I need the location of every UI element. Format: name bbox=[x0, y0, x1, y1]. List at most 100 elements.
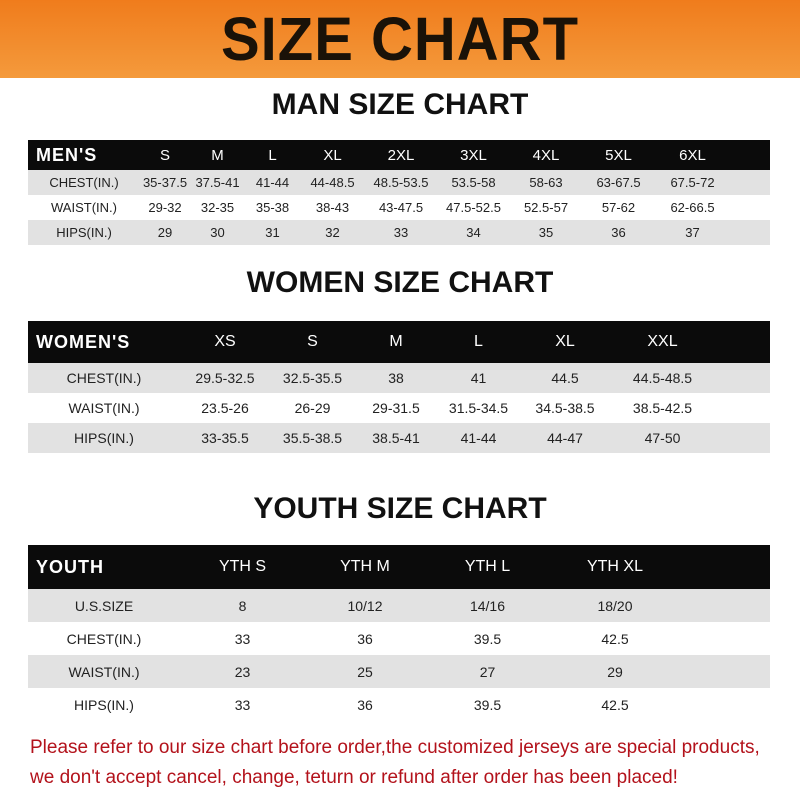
table-cell: 52.5-57 bbox=[523, 200, 569, 215]
table-cell: 33-35.5 bbox=[201, 430, 249, 446]
table-cell: 41 bbox=[470, 370, 487, 386]
header-label: MEN'S bbox=[36, 144, 98, 165]
size-header: YTH S bbox=[218, 558, 267, 575]
table-cell: 23 bbox=[234, 663, 251, 680]
table-cell: 47.5-52.5 bbox=[446, 200, 501, 215]
table-cell: 48.5-53.5 bbox=[373, 175, 429, 190]
size-header: S bbox=[307, 333, 318, 350]
table-cell: 41-44 bbox=[460, 430, 497, 446]
table-cell: 63-67.5 bbox=[596, 175, 641, 190]
size-header: 6XL bbox=[679, 146, 706, 164]
row-label: HIPS(IN.) bbox=[74, 430, 134, 446]
size-header: YTH L bbox=[464, 558, 511, 575]
men-title: MAN SIZE CHART bbox=[271, 88, 529, 121]
table-cell: 43-47.5 bbox=[378, 200, 424, 215]
table-cell: 41-44 bbox=[255, 175, 290, 190]
table-cell: 33 bbox=[393, 225, 409, 240]
table-cell: 35-38 bbox=[255, 200, 290, 215]
table-row: CHEST(IN.) 33 36 39.5 42.5 bbox=[28, 622, 770, 655]
size-header: M bbox=[211, 146, 224, 164]
table-cell: 35-37.5 bbox=[142, 175, 188, 190]
table-cell: 33 bbox=[234, 630, 251, 647]
notice-line-1: Please refer to our size chart before or… bbox=[30, 737, 760, 758]
table-cell: 38.5-41 bbox=[372, 430, 420, 446]
table-cell: 67.5-72 bbox=[670, 175, 715, 190]
size-header: L bbox=[474, 333, 483, 350]
table-cell: 29 bbox=[607, 663, 623, 680]
row-label: CHEST(IN.) bbox=[49, 175, 119, 190]
row-label: HIPS(IN.) bbox=[74, 696, 134, 713]
table-cell: 35 bbox=[538, 225, 554, 240]
table-cell: 44-47 bbox=[547, 430, 583, 446]
size-header: 5XL bbox=[605, 146, 632, 164]
table-row: U.S.SIZE 8 10/12 14/16 18/20 bbox=[28, 589, 770, 622]
table-cell: 42.5 bbox=[601, 630, 629, 647]
size-header: XXL bbox=[647, 333, 678, 350]
table-cell: 14/16 bbox=[469, 597, 506, 614]
row-label: WAIST(IN.) bbox=[51, 200, 117, 215]
row-label: WAIST(IN.) bbox=[68, 663, 140, 680]
table-cell: 44.5-48.5 bbox=[632, 370, 693, 386]
table-cell: 38.5-42.5 bbox=[632, 400, 693, 416]
table-cell: 34.5-38.5 bbox=[535, 400, 595, 416]
table-row: HIPS(IN.) 33 36 39.5 42.5 bbox=[28, 688, 770, 721]
table-header: MEN'S S M L XL 2XL 3XL 4XL 5XL 6XL bbox=[28, 140, 770, 170]
table-cell: 29.5-32.5 bbox=[195, 370, 255, 386]
table-cell: 37 bbox=[685, 225, 700, 240]
notice-line-2: we don't accept cancel, change, teturn o… bbox=[30, 767, 678, 788]
table-cell: 29 bbox=[157, 225, 173, 240]
table-cell: 10/12 bbox=[347, 597, 383, 614]
row-label: CHEST(IN.) bbox=[66, 370, 142, 386]
table-cell: 27 bbox=[479, 663, 496, 680]
table-cell: 38-43 bbox=[315, 200, 350, 215]
table-cell: 39.5 bbox=[473, 630, 502, 647]
table-cell: 38 bbox=[388, 370, 404, 386]
table-cell: 62-66.5 bbox=[670, 200, 715, 215]
table-cell: 57-62 bbox=[601, 200, 636, 215]
row-label: U.S.SIZE bbox=[74, 597, 134, 614]
banner: SIZE CHART bbox=[0, 0, 800, 78]
size-header: M bbox=[389, 333, 403, 350]
table-cell: 36 bbox=[611, 225, 626, 240]
table-cell: 32.5-35.5 bbox=[282, 370, 343, 386]
row-label: HIPS(IN.) bbox=[56, 225, 112, 240]
table-cell: 39.5 bbox=[473, 696, 502, 713]
table-row: WAIST(IN.) 23 25 27 29 bbox=[28, 655, 770, 688]
table-cell: 33 bbox=[234, 696, 251, 713]
table-cell: 18/20 bbox=[597, 597, 633, 614]
size-header: YTH M bbox=[340, 558, 390, 575]
size-header: 3XL bbox=[460, 146, 487, 164]
table-cell: 29-31.5 bbox=[372, 400, 420, 416]
table-cell: 31 bbox=[265, 225, 280, 240]
table-row: HIPS(IN.) 29 30 31 32 33 34 35 36 37 bbox=[28, 220, 770, 245]
table-cell: 31.5-34.5 bbox=[448, 400, 509, 416]
table-row: CHEST(IN.) 29.5-32.5 32.5-35.5 38 41 44.5 44.5… bbox=[28, 363, 770, 393]
youth-title: YOUTH SIZE CHART bbox=[253, 492, 547, 525]
table-cell: 42.5 bbox=[601, 696, 629, 713]
table-row: HIPS(IN.) 33-35.5 35.5-38.5 38.5-41 41-44 44-… bbox=[28, 423, 770, 453]
table-cell: 23.5-26 bbox=[201, 400, 249, 416]
table-cell: 47-50 bbox=[644, 430, 681, 446]
table-cell: 30 bbox=[210, 225, 225, 240]
table-cell: 8 bbox=[238, 597, 247, 614]
table-row: WAIST(IN.) 29-32 32-35 35-38 38-43 43-47.5 47.… bbox=[28, 195, 770, 220]
size-header: L bbox=[268, 146, 277, 164]
table-header: YOUTH YTH S YTH M YTH L YTH XL bbox=[28, 545, 770, 589]
header-label: WOMEN'S bbox=[36, 331, 131, 352]
size-header: XL bbox=[323, 146, 342, 164]
table-cell: 53.5-58 bbox=[451, 175, 496, 190]
table-cell: 44.5 bbox=[551, 370, 579, 386]
size-header: 2XL bbox=[387, 146, 415, 164]
table-cell: 25 bbox=[357, 663, 373, 680]
size-header: XL bbox=[555, 333, 575, 350]
table-cell: 36 bbox=[357, 696, 373, 713]
size-header: XS bbox=[214, 333, 236, 350]
men-size-table: MEN'S S M L XL 2XL 3XL 4XL 5XL 6XL CHEST(IN.) 35-37… bbox=[28, 140, 770, 245]
header-label: YOUTH bbox=[36, 556, 104, 577]
table-cell: 32-35 bbox=[200, 200, 235, 215]
size-header: 4XL bbox=[532, 146, 560, 164]
youth-size-table: YOUTH YTH S YTH M YTH L YTH XL U.S.SIZE 8 10/12… bbox=[28, 545, 770, 721]
table-cell: 36 bbox=[357, 630, 373, 647]
women-title: WOMEN SIZE CHART bbox=[246, 266, 554, 299]
table-header: WOMEN'S XS S M L XL XXL bbox=[28, 321, 770, 363]
